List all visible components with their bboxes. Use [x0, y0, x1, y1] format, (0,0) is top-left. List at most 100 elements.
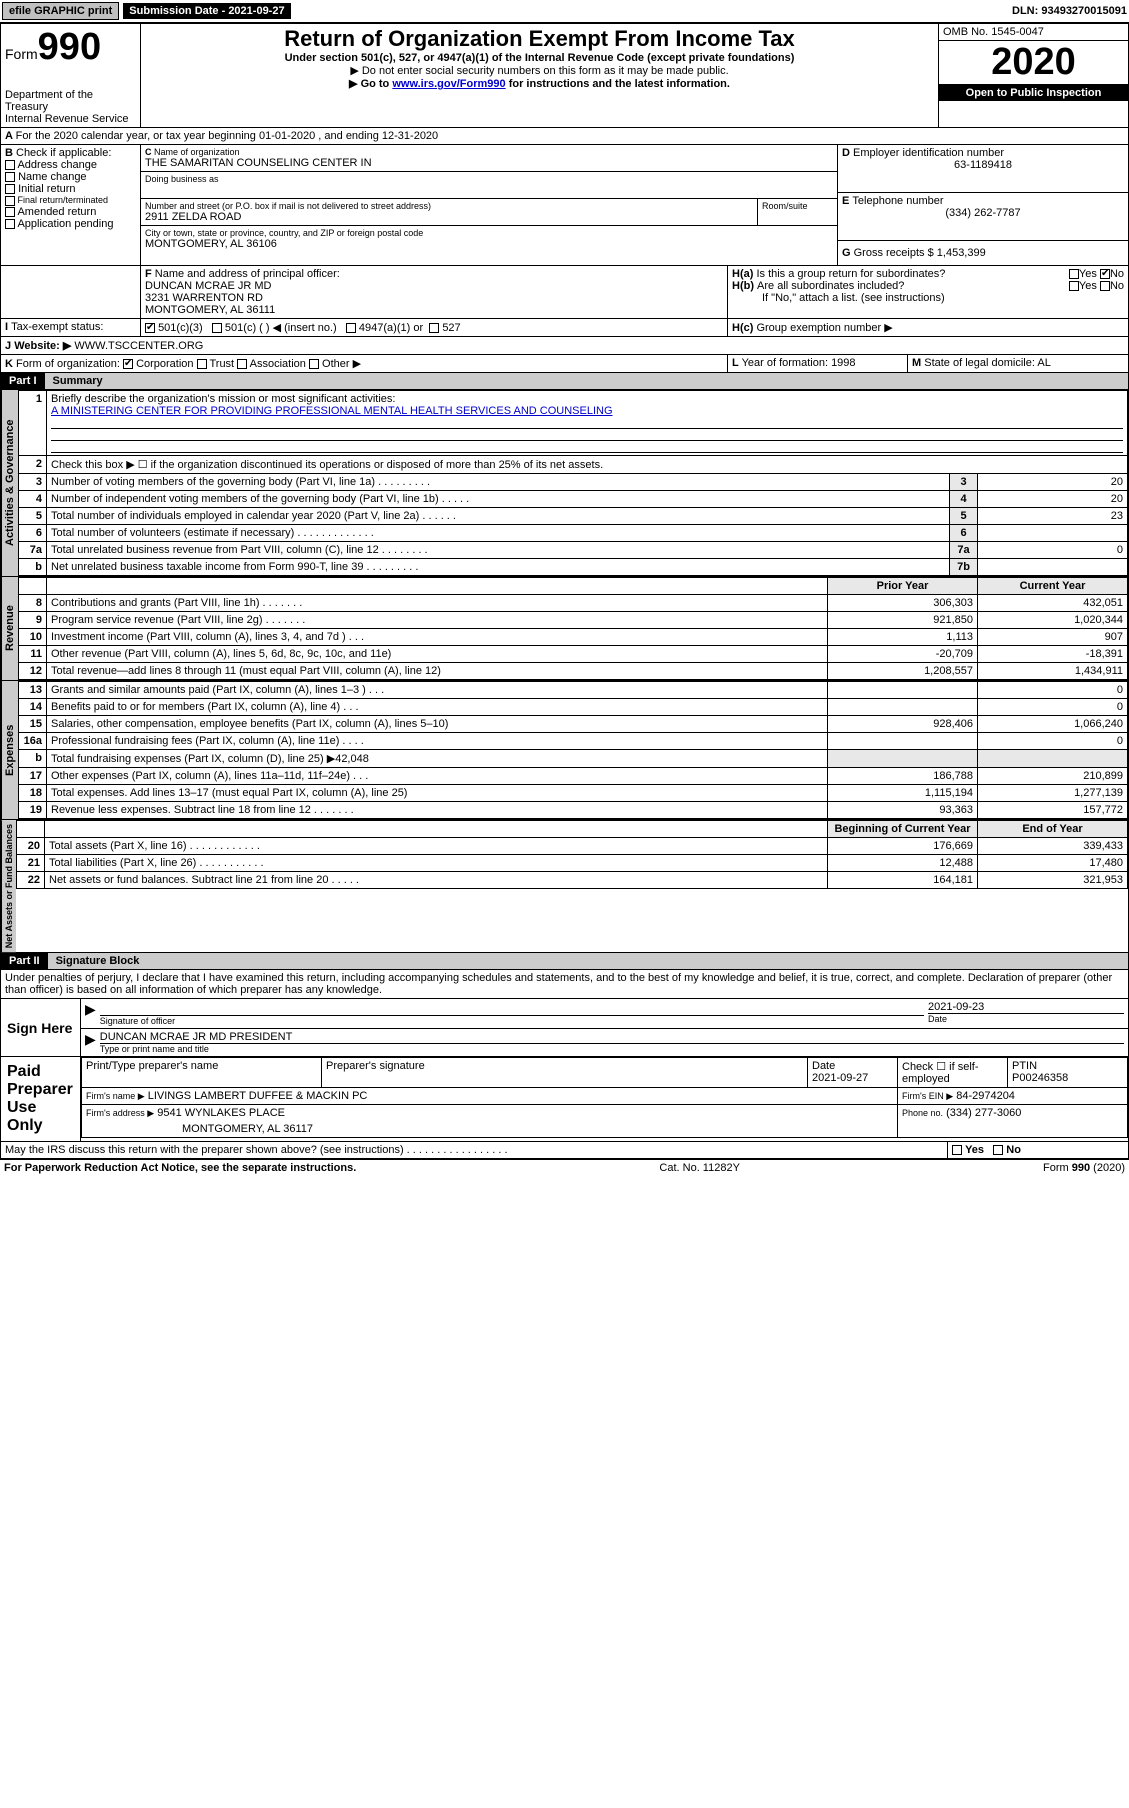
- submission-date: Submission Date - 2021-09-27: [123, 3, 290, 19]
- hc-label: Group exemption number ▶: [756, 322, 892, 334]
- b-label: Check if applicable:: [16, 147, 111, 159]
- may-yes[interactable]: [952, 1145, 962, 1155]
- firm-name-label: Firm's name ▶: [86, 1091, 145, 1101]
- v3: 20: [978, 474, 1128, 491]
- c20: 339,433: [978, 838, 1128, 855]
- paid-label: Paid Preparer Use Only: [1, 1057, 81, 1141]
- i-527: 527: [442, 322, 460, 334]
- c11: -18,391: [978, 646, 1128, 663]
- cb-corp[interactable]: [123, 359, 133, 369]
- q7b: Net unrelated business taxable income fr…: [47, 559, 950, 576]
- p16a: [828, 733, 978, 750]
- p12: 1,208,557: [828, 663, 978, 680]
- footer: For Paperwork Reduction Act Notice, see …: [0, 1159, 1129, 1176]
- begin-hdr: Beginning of Current Year: [828, 821, 978, 838]
- section-C: C Name of organization THE SAMARITAN COU…: [141, 145, 838, 265]
- officer-name: DUNCAN MCRAE JR MD: [145, 280, 723, 292]
- firm-addr-label: Firm's address ▶: [86, 1108, 154, 1118]
- dln: DLN: 93493270015091: [1012, 5, 1127, 17]
- cb-assoc[interactable]: [237, 359, 247, 369]
- part2-title: Signature Block: [48, 953, 1128, 969]
- c19: 157,772: [978, 802, 1128, 819]
- c21: 17,480: [978, 855, 1128, 872]
- firm-ein-label: Firm's EIN ▶: [902, 1091, 953, 1101]
- prep-date-label: Date: [812, 1060, 835, 1072]
- p11: -20,709: [828, 646, 978, 663]
- cb-trust[interactable]: [197, 359, 207, 369]
- b-item-2: Initial return: [18, 183, 75, 195]
- k-corp: Corporation: [136, 358, 193, 370]
- cb-pending[interactable]: [5, 219, 15, 229]
- hb-yes[interactable]: [1069, 281, 1079, 291]
- mission-link[interactable]: A MINISTERING CENTER FOR PROVIDING PROFE…: [51, 405, 613, 417]
- section-B: B Check if applicable: Address change Na…: [1, 145, 141, 265]
- omb: OMB No. 1545-0047: [939, 24, 1128, 41]
- ha-no[interactable]: [1100, 269, 1110, 279]
- p14: [828, 699, 978, 716]
- cb-501c3[interactable]: [145, 323, 155, 333]
- efile-btn[interactable]: efile GRAPHIC print: [2, 2, 119, 20]
- preparer-table: Print/Type preparer's name Preparer's si…: [81, 1057, 1128, 1138]
- i-c3: 501(c)(3): [158, 322, 203, 334]
- cb-amended[interactable]: [5, 207, 15, 217]
- j-label: Website: ▶: [14, 340, 71, 352]
- c18: 1,277,139: [978, 785, 1128, 802]
- firm-name: LIVINGS LAMBERT DUFFEE & MACKIN PC: [148, 1090, 368, 1102]
- k-trust: Trust: [209, 358, 234, 370]
- footer-mid: Cat. No. 11282Y: [659, 1162, 740, 1174]
- officer-addr: 3231 WARRENTON RD: [145, 292, 723, 304]
- cb-address[interactable]: [5, 160, 15, 170]
- q14: Benefits paid to or for members (Part IX…: [47, 699, 828, 716]
- p19: 93,363: [828, 802, 978, 819]
- may-irs: May the IRS discuss this return with the…: [1, 1142, 948, 1158]
- b-item-3: Final return/terminated: [18, 195, 109, 205]
- note2: ▶ Go to www.irs.gov/Form990 for instruct…: [145, 77, 934, 90]
- q16a: Professional fundraising fees (Part IX, …: [47, 733, 828, 750]
- sig-date: 2021-09-23: [928, 1001, 1124, 1013]
- row-FH: F Name and address of principal officer:…: [0, 266, 1129, 319]
- ha-yes[interactable]: [1069, 269, 1079, 279]
- room-label: Room/suite: [762, 201, 833, 211]
- may-irs-row: May the IRS discuss this return with the…: [0, 1142, 1129, 1159]
- c9: 1,020,344: [978, 612, 1128, 629]
- side-net: Net Assets or Fund Balances: [1, 820, 16, 952]
- m-label: State of legal domicile:: [924, 357, 1035, 369]
- hb-no[interactable]: [1100, 281, 1110, 291]
- section-DEG: D Employer identification number 63-1189…: [838, 145, 1128, 265]
- end-hdr: End of Year: [978, 821, 1128, 838]
- may-no[interactable]: [993, 1145, 1003, 1155]
- cb-4947[interactable]: [346, 323, 356, 333]
- cb-final[interactable]: [5, 196, 15, 206]
- h-note: If "No," attach a list. (see instruction…: [732, 292, 1124, 304]
- note2-post: for instructions and the latest informat…: [506, 78, 730, 90]
- k-assoc: Association: [250, 358, 306, 370]
- q9: Program service revenue (Part VIII, line…: [47, 612, 828, 629]
- cb-527[interactable]: [429, 323, 439, 333]
- type-name-label: Type or print name and title: [100, 1043, 1124, 1054]
- cb-other[interactable]: [309, 359, 319, 369]
- expenses-table: 13Grants and similar amounts paid (Part …: [18, 681, 1128, 819]
- cb-initial[interactable]: [5, 184, 15, 194]
- sign-here: Sign Here: [1, 999, 81, 1056]
- cb-name[interactable]: [5, 172, 15, 182]
- q21: Total liabilities (Part X, line 26) . . …: [45, 855, 828, 872]
- g-label: Gross receipts $: [854, 247, 934, 259]
- cb-501c[interactable]: [212, 323, 222, 333]
- q10: Investment income (Part VIII, column (A)…: [47, 629, 828, 646]
- e-label: Telephone number: [852, 195, 943, 207]
- irs-link[interactable]: www.irs.gov/Form990: [392, 78, 505, 90]
- no-label: No: [1006, 1144, 1021, 1156]
- q22: Net assets or fund balances. Subtract li…: [45, 872, 828, 889]
- d-label: Employer identification number: [853, 147, 1004, 159]
- sign-here-row: Sign Here ▶ Signature of officer 2021-09…: [0, 999, 1129, 1057]
- b-item-5: Application pending: [17, 218, 113, 230]
- p9: 921,850: [828, 612, 978, 629]
- f-label: Name and address of principal officer:: [155, 268, 340, 280]
- p10: 1,113: [828, 629, 978, 646]
- l-val: 1998: [831, 357, 855, 369]
- form-label: Form: [5, 46, 38, 62]
- v4: 20: [978, 491, 1128, 508]
- v5: 23: [978, 508, 1128, 525]
- ptin: P00246358: [1012, 1072, 1068, 1084]
- footer-left: For Paperwork Reduction Act Notice, see …: [4, 1162, 356, 1174]
